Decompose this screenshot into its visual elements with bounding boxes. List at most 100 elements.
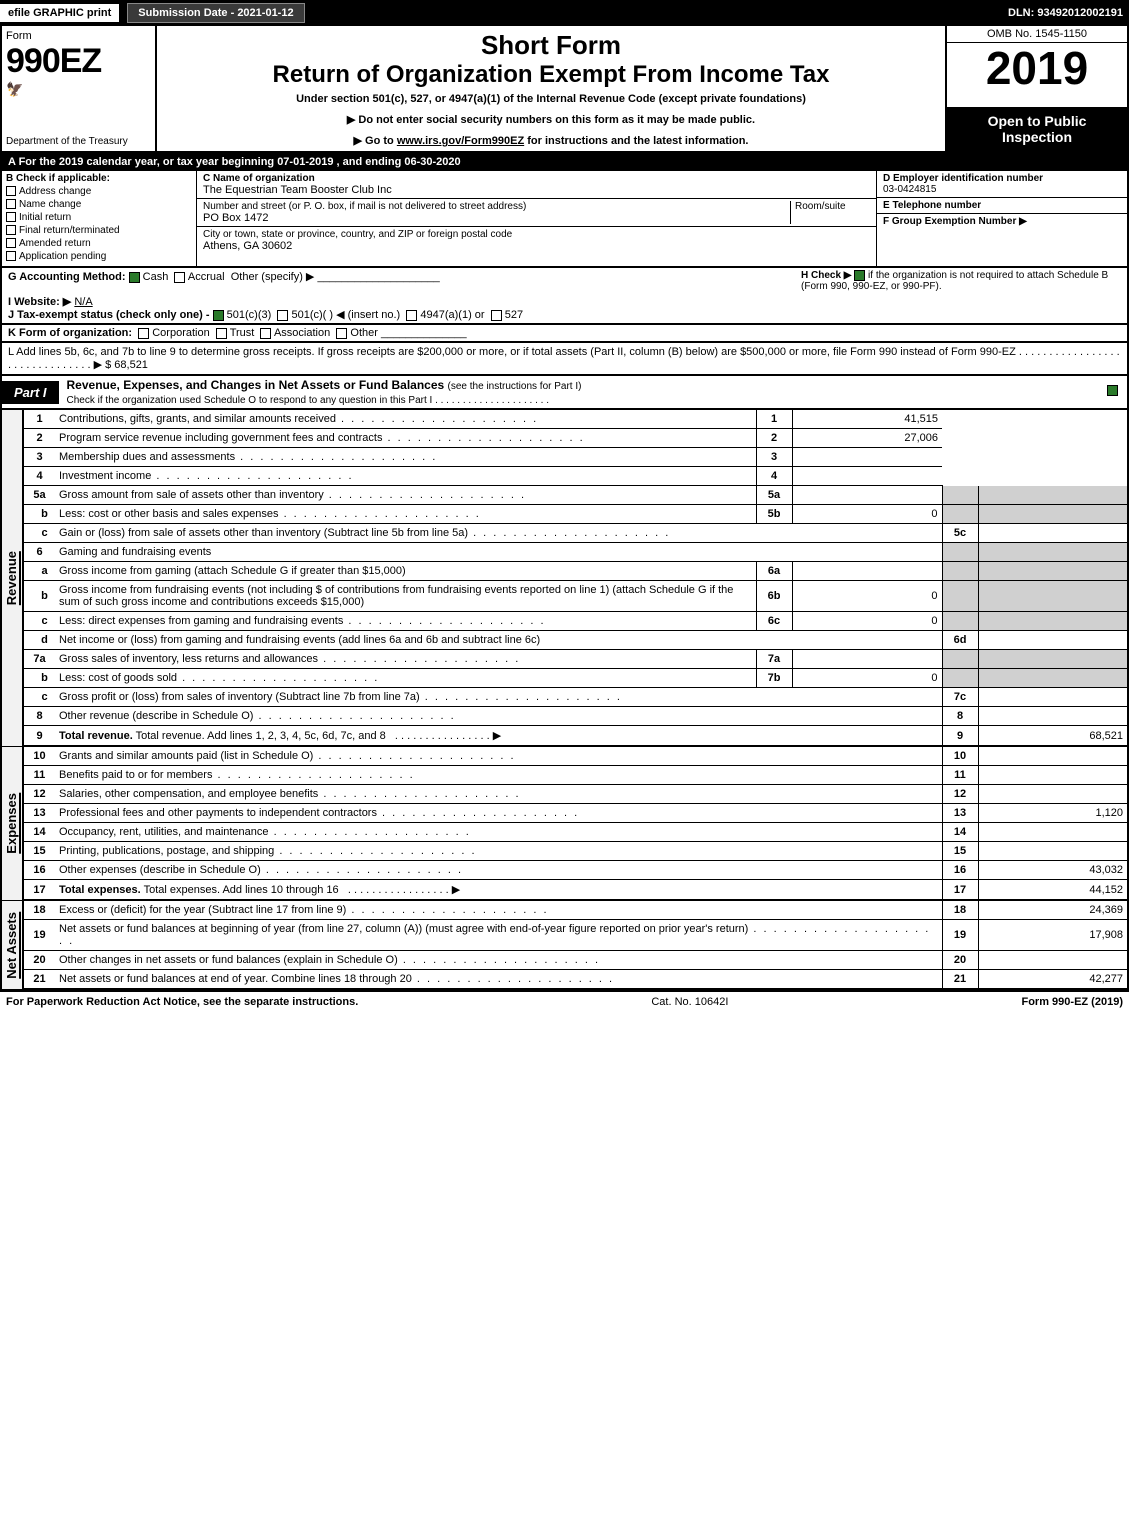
part1-check-line: Check if the organization used Schedule … <box>67 395 549 406</box>
part1-sub: (see the instructions for Part I) <box>448 381 582 392</box>
check-corporation[interactable] <box>138 328 149 339</box>
other-method-label: Other (specify) ▶ <box>231 271 315 283</box>
check-501c[interactable] <box>277 310 288 321</box>
check-initial-return[interactable]: Initial return <box>6 212 192 223</box>
line-15: 15Printing, publications, postage, and s… <box>23 842 1128 861</box>
irs-eagle-icon: 🦅 <box>6 81 151 98</box>
check-501c3[interactable] <box>213 310 224 321</box>
top-bar: efile GRAPHIC print Submission Date - 20… <box>0 0 1129 26</box>
527-label: 527 <box>505 309 523 321</box>
section-c: C Name of organization The Equestrian Te… <box>197 171 877 266</box>
line-3: 3Membership dues and assessments3 <box>23 448 1128 467</box>
4947-label: 4947(a)(1) or <box>420 309 484 321</box>
part1-header: Part I Revenue, Expenses, and Changes in… <box>0 376 1129 410</box>
header-right: OMB No. 1545-1150 2019 Open to Public In… <box>947 26 1127 151</box>
schedule-o-check[interactable] <box>1097 385 1127 399</box>
line-5c: cGain or (loss) from sale of assets othe… <box>23 524 1128 543</box>
netassets-table: 18Excess or (deficit) for the year (Subt… <box>22 901 1129 990</box>
open-to-public: Open to Public Inspection <box>947 107 1127 151</box>
h-label: H Check ▶ <box>801 270 851 281</box>
line-6a: aGross income from gaming (attach Schedu… <box>23 562 1128 581</box>
footer-center: Cat. No. 10642I <box>651 996 728 1008</box>
corp-label: Corporation <box>152 327 209 339</box>
line-21: 21Net assets or fund balances at end of … <box>23 970 1128 990</box>
header-left: Form 990EZ 🦅 Department of the Treasury <box>2 26 157 151</box>
check-cash[interactable] <box>129 272 140 283</box>
line-7c: cGross profit or (loss) from sales of in… <box>23 688 1128 707</box>
line-7a: 7aGross sales of inventory, less returns… <box>23 650 1128 669</box>
line-8: 8Other revenue (describe in Schedule O)8 <box>23 707 1128 726</box>
line-1: 1Contributions, gifts, grants, and simil… <box>23 410 1128 429</box>
notice-url[interactable]: ▶ Go to www.irs.gov/Form990EZ for instru… <box>165 134 937 147</box>
title-short: Short Form <box>165 30 937 61</box>
footer-right: Form 990-EZ (2019) <box>1021 996 1123 1008</box>
part1-title: Revenue, Expenses, and Changes in Net As… <box>59 376 1097 408</box>
line-12: 12Salaries, other compensation, and empl… <box>23 785 1128 804</box>
org-name: The Equestrian Team Booster Club Inc <box>203 184 392 196</box>
room-suite-label: Room/suite <box>795 201 846 212</box>
footer-left: For Paperwork Reduction Act Notice, see … <box>6 996 358 1008</box>
line-2: 2Program service revenue including gover… <box>23 429 1128 448</box>
revenue-table: 1Contributions, gifts, grants, and simil… <box>22 410 1129 747</box>
line-6c: cLess: direct expenses from gaming and f… <box>23 612 1128 631</box>
501c-label: 501(c)( ) <box>291 309 333 321</box>
row-g-h: G Accounting Method: Cash Accrual Other … <box>0 268 1129 325</box>
check-application-pending[interactable]: Application pending <box>6 251 192 262</box>
netassets-section: Net Assets 18Excess or (deficit) for the… <box>0 901 1129 990</box>
org-address: PO Box 1472 <box>203 212 268 224</box>
submission-date: Submission Date - 2021-01-12 <box>127 3 304 23</box>
line-14: 14Occupancy, rent, utilities, and mainte… <box>23 823 1128 842</box>
check-other-org[interactable] <box>336 328 347 339</box>
org-name-label: C Name of organization <box>203 173 315 184</box>
omb-number: OMB No. 1545-1150 <box>947 26 1127 43</box>
cash-label: Cash <box>143 271 169 283</box>
ein-value: 03-0424815 <box>883 184 936 195</box>
line-5b: bLess: cost or other basis and sales exp… <box>23 505 1128 524</box>
g-label: G Accounting Method: <box>8 271 126 283</box>
check-name-change[interactable]: Name change <box>6 199 192 210</box>
check-amended-return[interactable]: Amended return <box>6 238 192 249</box>
revenue-section: Revenue 1Contributions, gifts, grants, a… <box>0 410 1129 747</box>
line-19: 19Net assets or fund balances at beginni… <box>23 920 1128 951</box>
city-label: City or town, state or province, country… <box>203 229 512 240</box>
notice-ssn: ▶ Do not enter social security numbers o… <box>165 113 937 126</box>
check-schedule-b-not-required[interactable] <box>854 270 865 281</box>
line-7b: bLess: cost of goods sold7b0 <box>23 669 1128 688</box>
efile-label[interactable]: efile GRAPHIC print <box>0 4 119 22</box>
dept-treasury: Department of the Treasury <box>6 136 151 147</box>
line-4: 4Investment income4 <box>23 467 1128 486</box>
page-footer: For Paperwork Reduction Act Notice, see … <box>0 990 1129 1012</box>
assoc-label: Association <box>274 327 330 339</box>
check-accrual[interactable] <box>174 272 185 283</box>
line-6: 6Gaming and fundraising events <box>23 543 1128 562</box>
section-def: D Employer identification number 03-0424… <box>877 171 1127 266</box>
title-long: Return of Organization Exempt From Incom… <box>165 61 937 89</box>
entity-info-block: B Check if applicable: Address change Na… <box>0 171 1129 268</box>
row-k: K Form of organization: Corporation Trus… <box>0 325 1129 343</box>
part1-tab: Part I <box>2 381 59 404</box>
check-address-change[interactable]: Address change <box>6 186 192 197</box>
line-6b: bGross income from fundraising events (n… <box>23 581 1128 612</box>
check-trust[interactable] <box>216 328 227 339</box>
check-final-return[interactable]: Final return/terminated <box>6 225 192 236</box>
open-to-public-line1: Open to Public <box>988 113 1087 129</box>
dln-label: DLN: 93492012002191 <box>1008 7 1129 19</box>
line-20: 20Other changes in net assets or fund ba… <box>23 951 1128 970</box>
check-527[interactable] <box>491 310 502 321</box>
check-association[interactable] <box>260 328 271 339</box>
row-l: L Add lines 5b, 6c, and 7b to line 9 to … <box>0 343 1129 376</box>
trust-label: Trust <box>230 327 255 339</box>
accrual-label: Accrual <box>188 271 225 283</box>
subtitle: Under section 501(c), 527, or 4947(a)(1)… <box>165 93 937 105</box>
line-5a: 5aGross amount from sale of assets other… <box>23 486 1128 505</box>
l-text: L Add lines 5b, 6c, and 7b to line 9 to … <box>8 346 1120 371</box>
i-label: I Website: ▶ <box>8 296 71 308</box>
section-b: B Check if applicable: Address change Na… <box>2 171 197 266</box>
l-amount: $ 68,521 <box>105 359 148 371</box>
addr-label: Number and street (or P. O. box, if mail… <box>203 201 526 212</box>
expenses-section: Expenses 10Grants and similar amounts pa… <box>0 747 1129 901</box>
check-4947[interactable] <box>406 310 417 321</box>
section-b-heading: B Check if applicable: <box>6 173 110 184</box>
form-word: Form <box>6 30 151 42</box>
expenses-side-label: Expenses <box>4 793 21 854</box>
